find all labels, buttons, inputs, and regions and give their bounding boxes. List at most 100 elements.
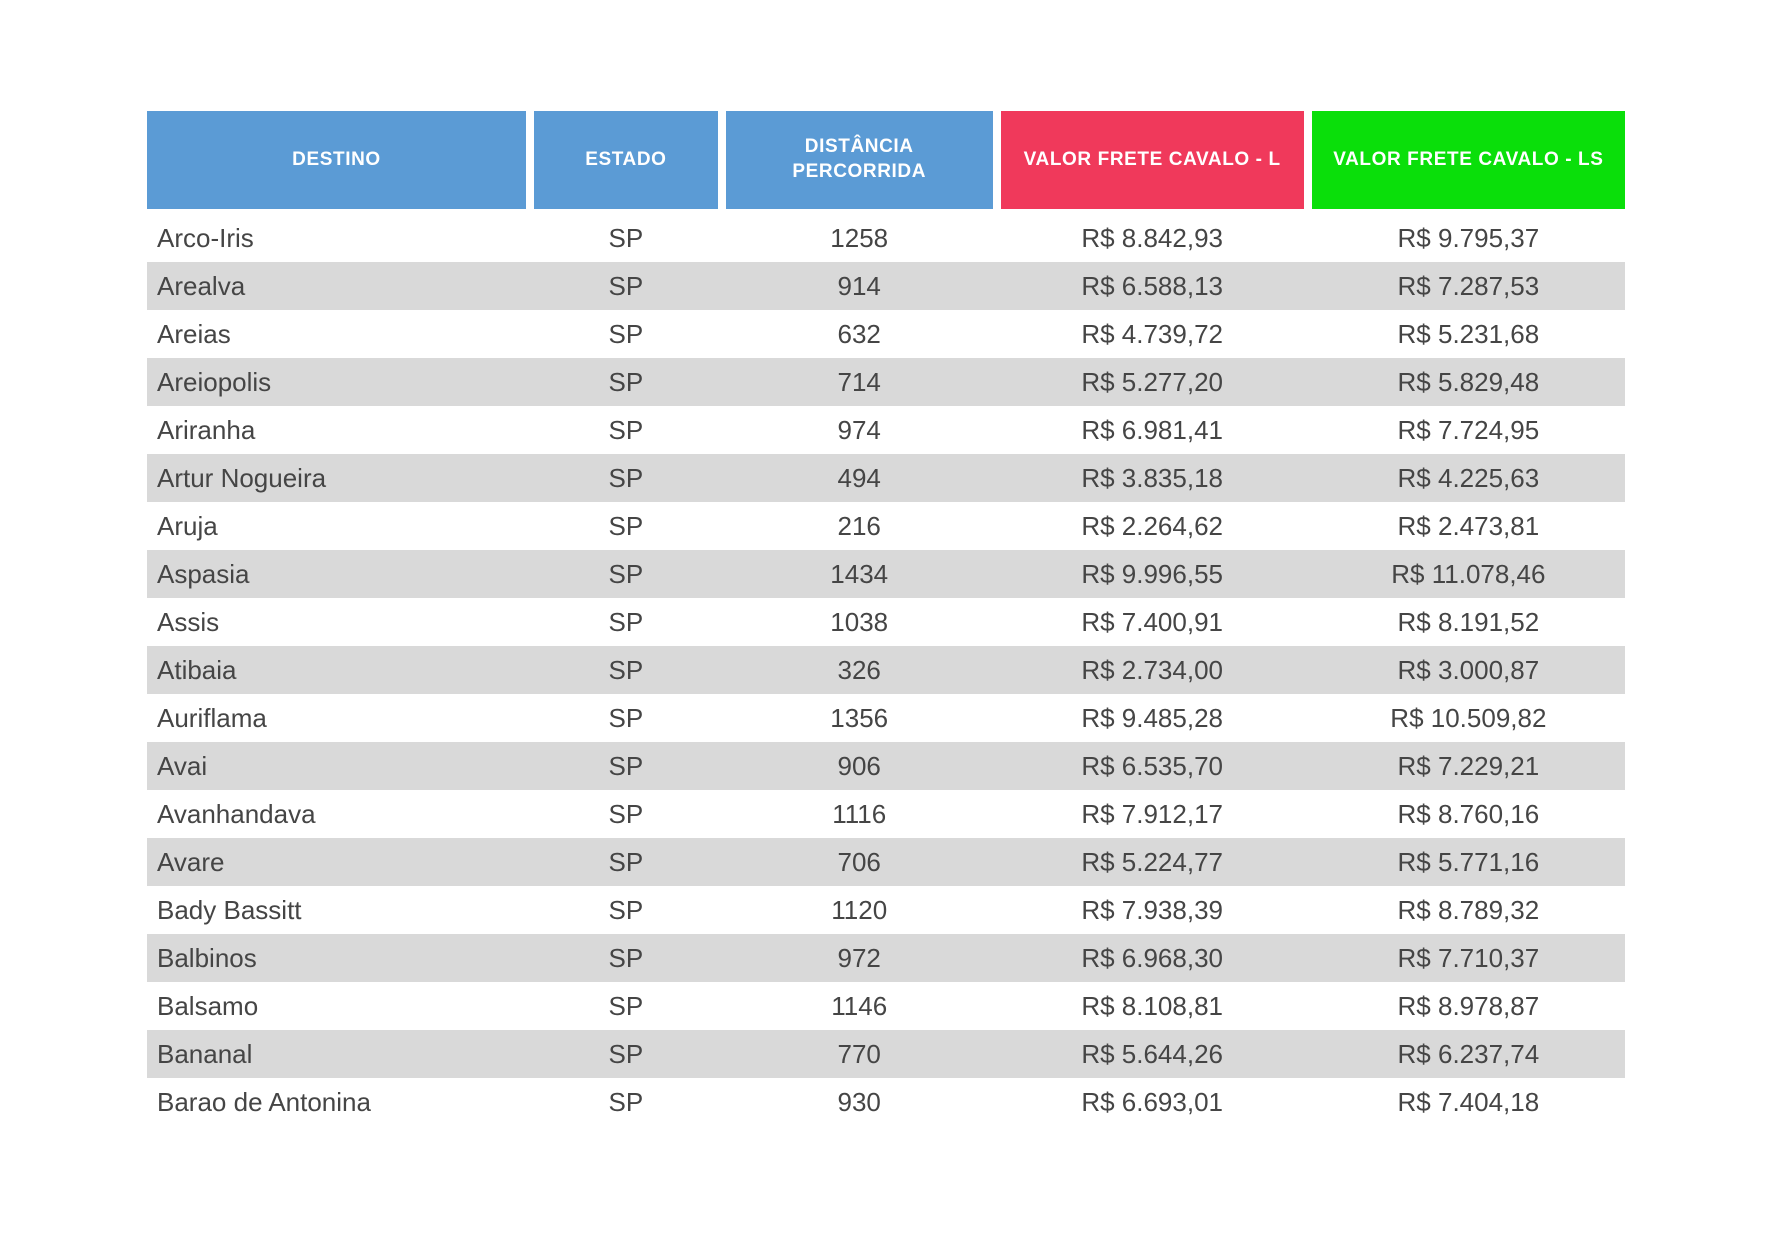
cell-valor-frete-ls: R$ 4.225,63 [1397,462,1540,493]
cell-valor-frete-ls: R$ 10.509,82 [1390,702,1547,733]
cell-destino: Avanhandava [157,798,316,829]
cell-destino: Balsamo [157,990,259,1021]
cell-valor-frete-ls: R$ 7.229,21 [1397,750,1540,781]
cell-valor-frete-l: R$ 8.108,81 [1081,990,1223,1021]
cell-distancia: 906 [837,750,881,781]
table-row: Aspasia SP 1434 R$ 9.996,55 R$ 11.078,46 [147,550,1625,598]
cell-destino: Areiopolis [157,366,272,397]
cell-distancia: 770 [837,1038,881,1069]
cell-valor-frete-ls: R$ 6.237,74 [1397,1038,1540,1069]
cell-estado: SP [608,750,644,781]
cell-valor-frete-ls: R$ 7.287,53 [1397,270,1540,301]
cell-valor-frete-ls: R$ 8.191,52 [1397,606,1540,637]
cell-valor-frete-ls: R$ 7.724,95 [1397,414,1540,445]
cell-distancia: 1434 [830,558,889,589]
table-row: Areiopolis SP 714 R$ 5.277,20 R$ 5.829,4… [147,358,1625,406]
cell-valor-frete-ls: R$ 3.000,87 [1397,654,1540,685]
cell-valor-frete-l: R$ 5.224,77 [1081,846,1223,877]
cell-destino: Areias [157,318,231,349]
cell-distancia: 494 [837,462,881,493]
cell-distancia: 1356 [830,702,889,733]
cell-valor-frete-l: R$ 5.644,26 [1081,1038,1223,1069]
cell-distancia: 632 [837,318,881,349]
cell-distancia: 1116 [832,798,887,829]
cell-valor-frete-l: R$ 9.485,28 [1081,702,1223,733]
table-row: Areias SP 632 R$ 4.739,72 R$ 5.231,68 [147,310,1625,358]
cell-valor-frete-l: R$ 9.996,55 [1081,558,1223,589]
cell-estado: SP [608,702,644,733]
cell-estado: SP [608,606,644,637]
cell-distancia: 914 [837,270,881,301]
cell-estado: SP [608,318,644,349]
table-row: Bady Bassitt SP 1120 R$ 7.938,39 R$ 8.78… [147,886,1625,934]
cell-valor-frete-l: R$ 2.264,62 [1081,510,1223,541]
cell-valor-frete-ls: R$ 8.978,87 [1397,990,1540,1021]
cell-valor-frete-l: R$ 2.734,00 [1081,654,1223,685]
header-estado: ESTADO [533,111,718,209]
table-row: Arco-Iris SP 1258 R$ 8.842,93 R$ 9.795,3… [147,214,1625,262]
cell-valor-frete-ls: R$ 5.829,48 [1397,366,1540,397]
cell-estado: SP [608,990,644,1021]
cell-distancia: 1038 [830,606,889,637]
table-row: Balbinos SP 972 R$ 6.968,30 R$ 7.710,37 [147,934,1625,982]
cell-valor-frete-l: R$ 5.277,20 [1081,366,1223,397]
cell-estado: SP [608,366,644,397]
cell-valor-frete-ls: R$ 7.710,37 [1397,942,1540,973]
cell-valor-frete-l: R$ 6.981,41 [1081,414,1223,445]
cell-distancia: 974 [837,414,881,445]
cell-valor-frete-l: R$ 4.739,72 [1081,318,1223,349]
cell-destino: Bady Bassitt [157,894,302,925]
cell-distancia: 930 [837,1086,881,1117]
cell-valor-frete-l: R$ 3.835,18 [1081,462,1223,493]
cell-distancia: 216 [837,510,881,541]
cell-estado: SP [608,222,644,253]
cell-destino: Avare [157,846,225,877]
cell-estado: SP [608,846,644,877]
cell-destino: Arco-Iris [157,222,254,253]
cell-destino: Aruja [157,510,218,541]
table-row: Avare SP 706 R$ 5.224,77 R$ 5.771,16 [147,838,1625,886]
cell-distancia: 1258 [830,222,889,253]
cell-valor-frete-l: R$ 6.968,30 [1081,942,1223,973]
cell-destino: Atibaia [157,654,237,685]
cell-valor-frete-l: R$ 6.535,70 [1081,750,1223,781]
cell-destino: Aspasia [157,558,250,589]
cell-estado: SP [608,942,644,973]
cell-valor-frete-l: R$ 7.912,17 [1081,798,1223,829]
cell-estado: SP [608,1038,644,1069]
cell-destino: Balbinos [157,942,257,973]
cell-valor-frete-ls: R$ 2.473,81 [1397,510,1540,541]
cell-distancia: 1120 [831,894,888,925]
cell-destino: Artur Nogueira [157,462,327,493]
table-row: Auriflama SP 1356 R$ 9.485,28 R$ 10.509,… [147,694,1625,742]
cell-valor-frete-ls: R$ 8.789,32 [1397,894,1540,925]
cell-estado: SP [608,798,644,829]
cell-estado: SP [608,462,644,493]
table-row: Atibaia SP 326 R$ 2.734,00 R$ 3.000,87 [147,646,1625,694]
cell-estado: SP [608,654,644,685]
cell-distancia: 326 [837,654,881,685]
header-distancia-percorrida: DISTÂNCIA PERCORRIDA [725,111,993,209]
table-row: Aruja SP 216 R$ 2.264,62 R$ 2.473,81 [147,502,1625,550]
table-row: Bananal SP 770 R$ 5.644,26 R$ 6.237,74 [147,1030,1625,1078]
cell-estado: SP [608,558,644,589]
cell-destino: Auriflama [157,702,267,733]
cell-destino: Arealva [157,270,246,301]
cell-destino: Barao de Antonina [157,1086,371,1117]
table-row: Barao de Antonina SP 930 R$ 6.693,01 R$ … [147,1078,1625,1126]
cell-destino: Avai [157,750,208,781]
cell-distancia: 972 [837,942,881,973]
cell-valor-frete-l: R$ 8.842,93 [1081,222,1223,253]
cell-destino: Bananal [157,1038,253,1069]
cell-valor-frete-ls: R$ 5.771,16 [1397,846,1540,877]
cell-valor-frete-ls: R$ 8.760,16 [1397,798,1540,829]
cell-distancia: 714 [837,366,881,397]
cell-estado: SP [608,894,644,925]
cell-valor-frete-l: R$ 7.938,39 [1081,894,1223,925]
table-row: Ariranha SP 974 R$ 6.981,41 R$ 7.724,95 [147,406,1625,454]
header-destino: DESTINO [147,111,526,209]
cell-distancia: 706 [837,846,881,877]
cell-valor-frete-l: R$ 6.693,01 [1081,1086,1223,1117]
cell-valor-frete-ls: R$ 11.078,46 [1391,558,1546,589]
header-valor-frete-cavalo-l: VALOR FRETE CAVALO - L [1000,111,1304,209]
